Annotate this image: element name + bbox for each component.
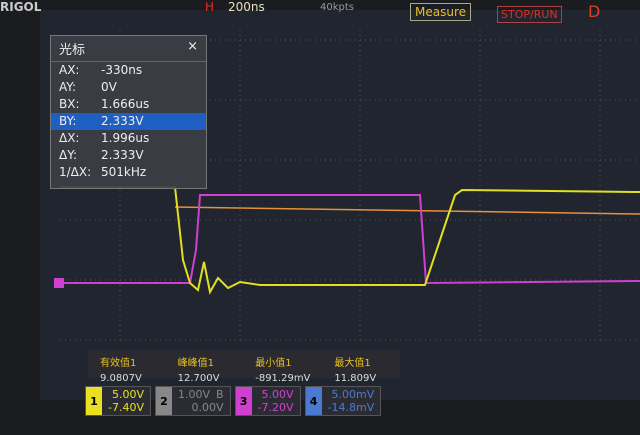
channel-number: 2 (156, 387, 172, 415)
measurement-name: 有效值1 (100, 358, 137, 369)
measurement-value: 9.0807V (100, 373, 142, 384)
cursor-label: ΔX: (59, 131, 80, 145)
cursor-panel: 光标 × AX: -330ns AY: 0V BX: 1.666us BY: 2.333V ΔX:… (50, 35, 207, 189)
measurement-value: -891.29mV (255, 373, 311, 384)
channel-scale: 1.00V (178, 388, 211, 401)
channel-values: 5.00mV -14.8mV (322, 388, 381, 414)
measurement-name: 峰峰值1 (177, 358, 214, 369)
cursor-value: -330ns (101, 63, 143, 77)
measure-button[interactable]: Measure (410, 3, 471, 21)
timebase-label: H (205, 0, 215, 14)
cursor-label: AY: (59, 80, 77, 94)
cursor-label: ΔY: (59, 148, 77, 162)
cursor-row: 1/ΔX: 501kHz (51, 164, 206, 181)
cursor-label: 1/ΔX: (59, 165, 92, 179)
close-button[interactable]: × (187, 39, 198, 54)
cursor-value: 1.996us (101, 131, 150, 145)
measurement: 最小值1 -891.29mV (243, 350, 322, 384)
channel-box[interactable]: 2 1.00V B 0.00V (155, 386, 231, 416)
panel-title: 光标 (59, 43, 86, 58)
measurement-value: 11.809V (334, 373, 377, 384)
cursor-row: ΔY: 2.333V (51, 147, 206, 164)
channel-box[interactable]: 1 5.00V -7.40V (85, 386, 151, 416)
cursor-value: 0V (101, 80, 117, 94)
channel-scale-line: 5.00V (108, 388, 144, 401)
channel-number: 4 (305, 387, 322, 415)
channel-number: 3 (235, 387, 252, 415)
channel-1-trace (60, 186, 640, 295)
cursor-row: BY: 2.333V (51, 113, 206, 130)
channel-scale: 5.00V (111, 388, 144, 401)
measurement: 最大值1 11.809V (322, 350, 400, 384)
channel-box[interactable]: 3 5.00V -7.20V (234, 386, 301, 416)
cursor-row: ΔX: 1.996us (51, 130, 206, 147)
timebase: 200ns (228, 0, 265, 14)
cursor-label: BY: (59, 114, 77, 128)
stop-run-button[interactable]: STOP/RUN (497, 6, 562, 23)
memory-depth: 40kpts (320, 2, 354, 13)
channel-bar: 1 5.00V -7.40V 2 1.00V B 0.00V 3 5.00V -7.20V 4 5.0… (85, 386, 640, 416)
channel-offset: 0.00V (191, 401, 224, 414)
measurement-name: 最大值1 (334, 358, 371, 369)
cursor-line (174, 206, 640, 215)
cursor-value: 501kHz (101, 165, 147, 179)
cursor-row: AY: 0V (51, 79, 206, 96)
measurement-bar: 有效值1 9.0807V 峰峰值1 12.700V 最小值1 -891.29mV 最大值1 1… (88, 350, 400, 384)
cursor-row: BX: 1.666us (51, 96, 206, 113)
cursor-label: BX: (59, 97, 80, 111)
measurement-name: 最小值1 (255, 358, 292, 369)
channel-flag: B (216, 388, 224, 401)
measurement: 峰峰值1 12.700V (166, 350, 244, 384)
channel-scale: 5.00mV (331, 388, 375, 401)
channel-scale-line: 1.00V B (178, 388, 224, 401)
channel-values: 5.00V -7.40V (102, 388, 150, 414)
channel-offset: -14.8mV (327, 401, 375, 414)
channel-scale-line: 5.00V (258, 388, 294, 401)
channel-scale: 5.00V (261, 388, 294, 401)
trigger-mode: D (588, 2, 601, 21)
measurement: 有效值1 9.0807V (88, 350, 166, 384)
cursor-value: 1.666us (101, 97, 150, 111)
channel-number: 1 (86, 387, 102, 415)
channel-box[interactable]: 4 5.00mV -14.8mV (304, 386, 382, 416)
channel-offset: -7.40V (108, 401, 144, 414)
cursor-value: 2.333V (101, 148, 144, 162)
cursor-value: 2.333V (101, 114, 144, 128)
channel-marker (54, 278, 64, 288)
channel-offset: -7.20V (257, 401, 294, 414)
cursor-label: AX: (59, 63, 80, 77)
channel-values: 1.00V B 0.00V (172, 388, 230, 414)
measurement-value: 12.700V (177, 373, 220, 384)
brand: RIGOL (0, 0, 42, 14)
grid (60, 30, 640, 345)
cursor-row: AX: -330ns (51, 62, 206, 79)
channel-values: 5.00V -7.20V (252, 388, 300, 414)
channel-scale-line: 5.00mV (328, 388, 375, 401)
